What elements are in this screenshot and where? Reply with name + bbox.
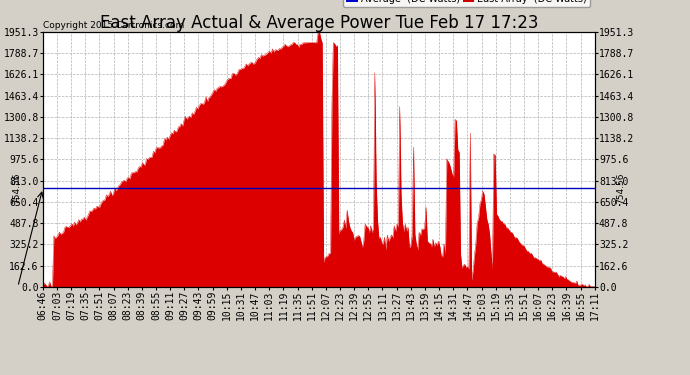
Title: East Array Actual & Average Power Tue Feb 17 17:23: East Array Actual & Average Power Tue Fe… [99, 14, 538, 32]
Text: 754.56: 754.56 [12, 172, 21, 204]
Text: 754.56: 754.56 [616, 172, 626, 204]
Legend: Average  (DC Watts), East Array  (DC Watts): Average (DC Watts), East Array (DC Watts… [343, 0, 590, 7]
Text: Copyright 2015 Cartronics.com: Copyright 2015 Cartronics.com [43, 21, 184, 30]
